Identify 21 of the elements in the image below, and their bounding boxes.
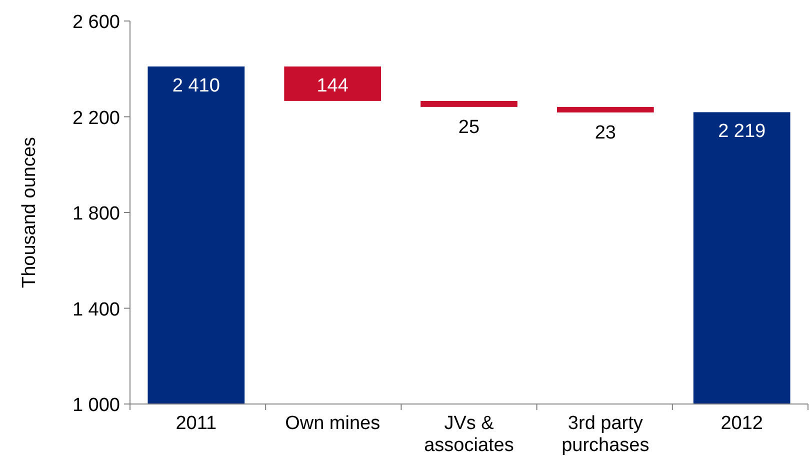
data-label: 2 219 [718, 121, 766, 142]
x-tick-label: JVs & associates [424, 413, 514, 456]
x-tick-label: 2012 [720, 413, 763, 434]
data-label: 23 [594, 122, 616, 144]
y-tick-label: 1 400 [72, 299, 120, 320]
bar [420, 100, 518, 107]
data-label: 144 [316, 75, 349, 96]
bar [693, 112, 790, 404]
y-tick-label: 2 600 [72, 12, 120, 33]
data-label: 2 410 [172, 75, 220, 96]
x-tick-label: Own mines [285, 413, 380, 434]
bar [284, 66, 382, 101]
y-tick-label: 2 200 [72, 108, 120, 129]
y-axis-title: Thousand ounces [19, 136, 40, 288]
x-tick-label: 3rd party purchases [562, 413, 650, 456]
bar [556, 106, 654, 112]
data-label: 25 [458, 116, 480, 138]
bar [148, 66, 245, 404]
y-tick-label: 1 800 [72, 204, 120, 224]
x-tick-label: 2011 [176, 413, 217, 434]
y-tick-label: 1 000 [72, 395, 120, 416]
